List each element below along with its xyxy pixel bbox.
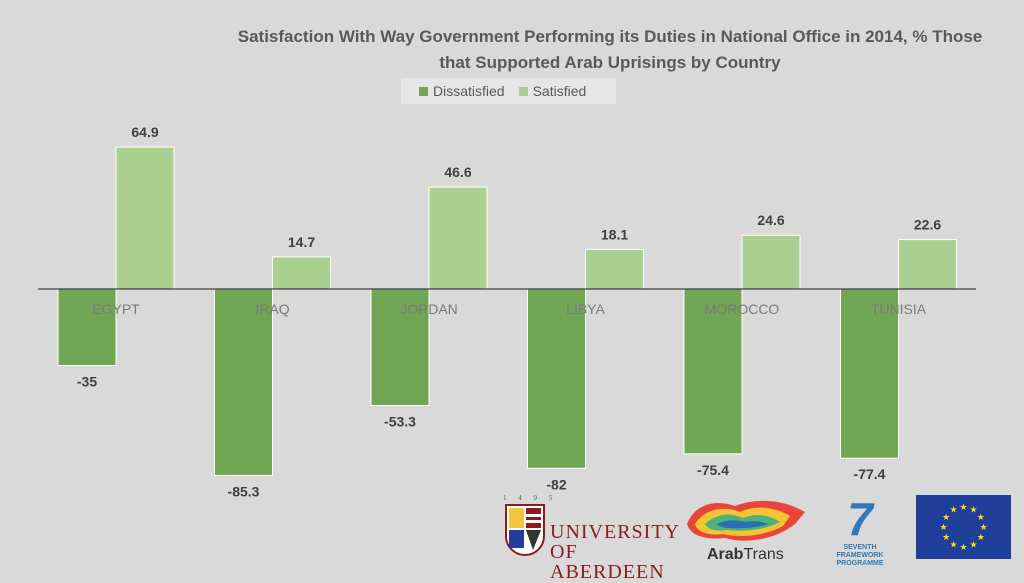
data-label-satisfied-libya: 18.1 [601, 226, 628, 242]
eu-star-icon: ★ [979, 522, 987, 532]
bar-satisfied-tunisia [898, 239, 957, 290]
arabtrans-rest: Trans [743, 546, 784, 563]
university-of-aberdeen-logo: 1 4 9 5 UNIVERSITY OF ABERDEEN [495, 492, 680, 582]
eu-star-icon: ★ [949, 505, 957, 515]
aberdeen-line1: UNIVERSITY [550, 521, 680, 543]
eu-star-icon: ★ [977, 532, 985, 542]
fp7-line2: PROGRAMME [836, 560, 884, 567]
x-tick-label-tunisia: TUNISIA [871, 301, 927, 317]
aberdeen-crest-icon [505, 504, 545, 556]
x-tick-label-egypt: EGYPT [92, 301, 140, 317]
x-tick-label-libya: LIBYA [566, 301, 605, 317]
legend-label-satisfied: Satisfied [532, 83, 587, 99]
aberdeen-years: 1 4 9 5 [503, 494, 558, 502]
bar-dissatisfied-iraq [214, 288, 273, 476]
eu-star-icon: ★ [969, 539, 977, 549]
eu-star-icon: ★ [949, 539, 957, 549]
aberdeen-wordmark: UNIVERSITY OF ABERDEEN [550, 522, 680, 582]
data-label-satisfied-jordan: 46.6 [444, 164, 471, 180]
logo-strip: 1 4 9 5 UNIVERSITY OF ABERDEEN ArabTrans [495, 492, 1015, 582]
arabtrans-logo: ArabTrans [685, 494, 810, 569]
data-label-dissatisfied-egypt: -35 [77, 374, 97, 390]
eu-star-icon: ★ [969, 505, 977, 515]
bar-dissatisfied-morocco [683, 288, 743, 455]
legend-item-dissatisfied: Dissatisfied [419, 83, 505, 99]
data-label-satisfied-egypt: 64.9 [131, 124, 158, 140]
aberdeen-line2: OF ABERDEEN [550, 541, 665, 583]
data-label-dissatisfied-jordan: -53.3 [384, 414, 416, 430]
bar-satisfied-libya [585, 248, 644, 290]
legend-item-satisfied: Satisfied [518, 83, 587, 99]
eu-star-icon: ★ [942, 532, 950, 542]
eu-star-icon: ★ [939, 522, 947, 532]
bar-dissatisfied-tunisia [840, 288, 899, 459]
data-label-dissatisfied-morocco: -75.4 [697, 462, 729, 478]
legend-label-dissatisfied: Dissatisfied [433, 83, 505, 99]
data-label-satisfied-tunisia: 22.6 [914, 217, 941, 233]
data-label-dissatisfied-tunisia: -77.4 [854, 466, 886, 482]
bar-satisfied-iraq [272, 256, 331, 290]
eu-star-icon: ★ [959, 542, 967, 552]
data-label-satisfied-morocco: 24.6 [757, 212, 784, 228]
legend-swatch-satisfied [518, 86, 528, 96]
bar-satisfied-egypt [115, 146, 175, 290]
eu-flag-icon: ★ ★ ★ ★ ★ ★ ★ ★ ★ ★ ★ ★ [916, 495, 1011, 559]
chart-legend: Dissatisfied Satisfied [401, 78, 616, 104]
bar-dissatisfied-libya [527, 288, 586, 469]
data-label-dissatisfied-iraq: -85.3 [228, 483, 260, 499]
fp7-logo: 7 SEVENTH FRAMEWORK PROGRAMME [820, 494, 900, 570]
legend-swatch-dissatisfied [419, 86, 428, 96]
arabtrans-wordmark: ArabTrans [707, 546, 784, 564]
x-tick-label-morocco: MOROCCO [705, 301, 780, 317]
eu-star-icon: ★ [977, 512, 985, 522]
x-tick-label-iraq: IRAQ [255, 301, 289, 317]
chart-title-line1: Satisfaction With Way Government Perform… [237, 27, 983, 46]
eu-star-icon: ★ [942, 512, 950, 522]
data-label-satisfied-iraq: 14.7 [288, 234, 315, 250]
x-tick-label-jordan: JORDAN [400, 301, 458, 317]
arabtrans-bold: Arab [707, 546, 744, 563]
bar-satisfied-morocco [741, 234, 801, 290]
fp7-number: 7 [847, 493, 873, 545]
eu-star-icon: ★ [959, 502, 967, 512]
bar-dissatisfied-egypt [57, 288, 117, 367]
bar-satisfied-jordan [428, 186, 488, 290]
data-label-dissatisfied-libya: -82 [546, 476, 566, 492]
fp7-line1: SEVENTH FRAMEWORK [836, 544, 884, 559]
chart-title-line2: that Supported Arab Uprisings by Country [439, 53, 781, 72]
